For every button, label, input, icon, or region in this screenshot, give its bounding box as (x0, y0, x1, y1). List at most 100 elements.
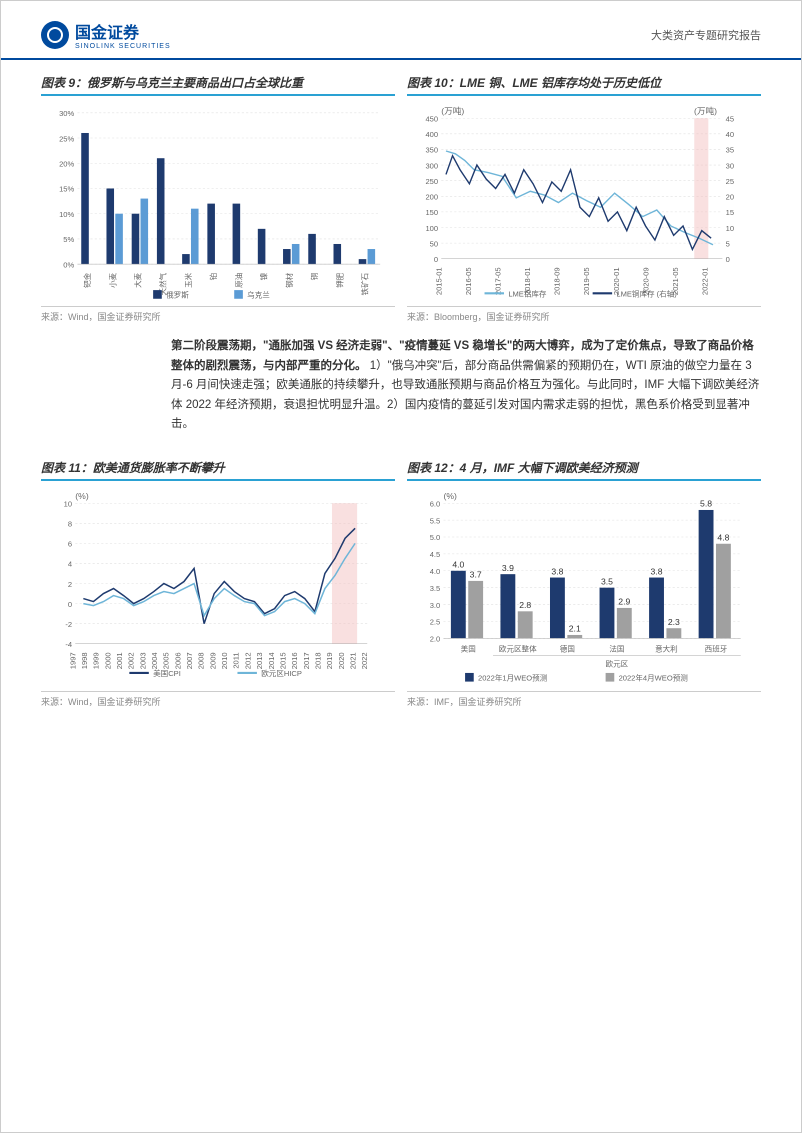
company-name: 国金证券 (75, 19, 171, 43)
chart-12: 图表 12：4 月，IMF 大幅下调欧美经济预测 (%)2.02.53.03.5… (407, 459, 761, 708)
svg-text:4.0: 4.0 (452, 559, 464, 569)
svg-text:2016: 2016 (290, 652, 299, 669)
logo-icon (41, 21, 69, 49)
svg-text:铜: 铜 (309, 272, 319, 280)
svg-text:5: 5 (726, 239, 730, 248)
svg-text:45: 45 (726, 114, 734, 123)
chart-10-source: 来源：Bloomberg，国金证券研究所 (407, 306, 761, 323)
svg-text:8: 8 (68, 519, 72, 528)
svg-text:2008: 2008 (197, 652, 206, 669)
svg-text:350: 350 (425, 146, 438, 155)
body-paragraph: 第二阶段震荡期，"通胀加强 VS 经济走弱"、"疫情蔓延 VS 稳增长"的两大博… (1, 323, 801, 445)
svg-text:2.9: 2.9 (618, 596, 630, 606)
svg-text:2000: 2000 (103, 652, 112, 669)
chart-11-title: 图表 11：欧美通货膨胀率不断攀升 (41, 459, 395, 481)
svg-text:100: 100 (425, 224, 438, 233)
svg-text:2019: 2019 (325, 652, 334, 669)
svg-text:1998: 1998 (80, 652, 89, 669)
svg-text:30: 30 (726, 161, 734, 170)
svg-text:德国: 德国 (560, 643, 575, 653)
svg-text:2004: 2004 (150, 652, 159, 669)
chart-12-title: 图表 12：4 月，IMF 大幅下调欧美经济预测 (407, 459, 761, 481)
svg-text:30%: 30% (59, 109, 74, 118)
svg-text:2.1: 2.1 (569, 623, 581, 633)
svg-text:2022-01: 2022-01 (701, 267, 710, 295)
svg-text:(万吨): (万吨) (694, 105, 717, 116)
svg-text:6: 6 (68, 539, 72, 548)
company-logo: 国金证券 SINOLINK SECURITIES (41, 19, 171, 50)
svg-text:欧元区整体: 欧元区整体 (499, 643, 537, 653)
svg-text:大麦: 大麦 (133, 272, 143, 288)
svg-text:200: 200 (425, 193, 438, 202)
svg-text:5%: 5% (63, 235, 74, 244)
svg-text:10: 10 (726, 224, 734, 233)
svg-text:150: 150 (425, 208, 438, 217)
chart-10-title: 图表 10：LME 铜、LME 铝库存均处于历史低位 (407, 74, 761, 96)
svg-text:欧元区HICP: 欧元区HICP (261, 668, 302, 678)
chart-12-plot: (%)2.02.53.03.54.04.55.05.56.04.03.7美国3.… (407, 487, 761, 687)
svg-text:铂: 铂 (208, 273, 218, 281)
svg-text:2002: 2002 (127, 652, 136, 669)
svg-text:0: 0 (68, 600, 72, 609)
svg-text:2015-01: 2015-01 (434, 267, 443, 295)
svg-text:5.0: 5.0 (430, 533, 441, 542)
svg-text:400: 400 (425, 130, 438, 139)
svg-text:35: 35 (726, 146, 734, 155)
svg-text:2017-05: 2017-05 (493, 267, 502, 295)
svg-text:(万吨): (万吨) (441, 105, 464, 116)
svg-text:3.5: 3.5 (430, 584, 441, 593)
svg-text:10: 10 (64, 499, 72, 508)
svg-text:1997: 1997 (68, 652, 77, 669)
svg-text:4.8: 4.8 (717, 532, 729, 542)
svg-text:玉米: 玉米 (183, 272, 193, 288)
svg-text:25%: 25% (59, 134, 74, 143)
svg-text:乌克兰: 乌克兰 (247, 290, 270, 300)
svg-text:(%): (%) (443, 491, 457, 501)
svg-text:钾肥: 钾肥 (335, 272, 344, 288)
svg-text:欧元区: 欧元区 (606, 658, 629, 668)
svg-text:LME铜库存 (右轴): LME铜库存 (右轴) (616, 289, 677, 299)
svg-text:2022: 2022 (360, 652, 369, 669)
svg-text:5.5: 5.5 (430, 516, 441, 525)
chart-12-source: 来源：IMF，国金证券研究所 (407, 691, 761, 708)
svg-text:2018-09: 2018-09 (553, 267, 562, 295)
svg-text:3.8: 3.8 (651, 566, 663, 576)
svg-text:2001: 2001 (115, 652, 124, 669)
svg-text:2.8: 2.8 (519, 600, 531, 610)
svg-text:钢材: 钢材 (284, 272, 294, 288)
svg-text:2010: 2010 (220, 652, 229, 669)
svg-text:2011: 2011 (232, 652, 241, 668)
chart-11: 图表 11：欧美通货膨胀率不断攀升 (%)-4-2024681019971998… (41, 459, 395, 708)
svg-text:2013: 2013 (255, 652, 264, 669)
svg-text:10%: 10% (59, 210, 74, 219)
svg-text:2006: 2006 (173, 652, 182, 669)
svg-text:0: 0 (726, 255, 730, 264)
svg-text:-4: -4 (65, 640, 72, 649)
svg-text:2.0: 2.0 (430, 634, 441, 643)
svg-text:2021: 2021 (349, 652, 358, 669)
svg-text:3.5: 3.5 (601, 576, 613, 586)
svg-text:LME铝库存: LME铝库存 (508, 289, 547, 299)
svg-text:西班牙: 西班牙 (705, 643, 728, 653)
svg-text:20%: 20% (59, 160, 74, 169)
svg-text:2022年4月WEO预测: 2022年4月WEO预测 (619, 672, 689, 682)
svg-text:2.3: 2.3 (668, 617, 680, 627)
svg-text:3.9: 3.9 (502, 563, 514, 573)
svg-text:2009: 2009 (208, 652, 217, 669)
chart-11-source: 来源：Wind，国金证券研究所 (41, 691, 395, 708)
svg-text:4.0: 4.0 (430, 567, 441, 576)
svg-text:300: 300 (425, 161, 438, 170)
svg-text:250: 250 (425, 177, 438, 186)
svg-text:1999: 1999 (92, 652, 101, 669)
svg-text:40: 40 (726, 130, 734, 139)
svg-text:美国CPI: 美国CPI (153, 668, 181, 678)
svg-text:2016-05: 2016-05 (464, 267, 473, 295)
svg-text:2019-05: 2019-05 (582, 267, 591, 295)
page-header: 国金证券 SINOLINK SECURITIES 大类资产专题研究报告 (1, 1, 801, 60)
svg-text:2014: 2014 (267, 652, 276, 669)
svg-text:-2: -2 (65, 620, 72, 629)
svg-text:450: 450 (425, 114, 438, 123)
svg-text:2020: 2020 (337, 652, 346, 669)
svg-text:小麦: 小麦 (107, 272, 117, 288)
svg-text:15: 15 (726, 208, 734, 217)
